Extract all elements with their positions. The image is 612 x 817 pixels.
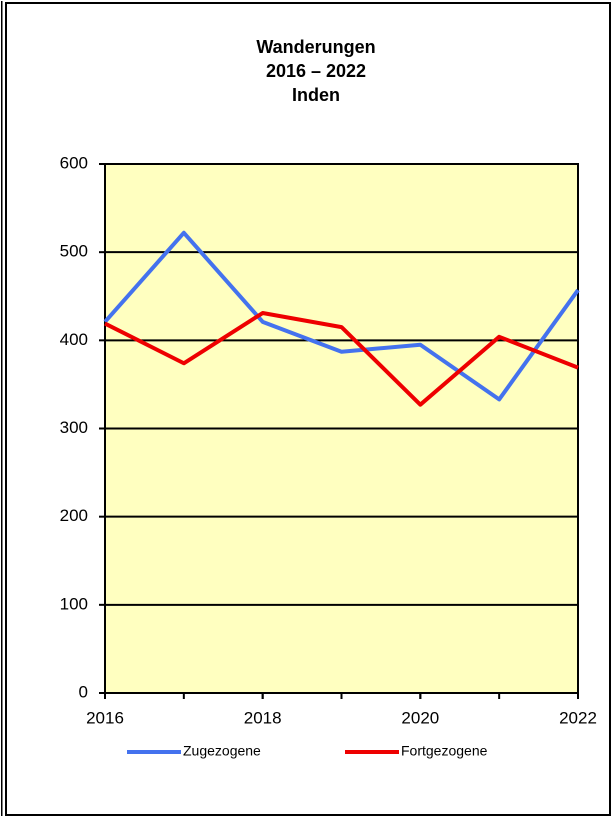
legend-label: Zugezogene (183, 743, 261, 759)
y-tick-label: 300 (60, 418, 88, 437)
x-tick-label: 2022 (559, 708, 597, 727)
y-tick-label: 600 (60, 153, 88, 172)
frame-edge (1, 1, 3, 816)
chart-title: Wanderungen (256, 37, 375, 57)
x-tick-label: 2020 (401, 708, 439, 727)
chart-title: 2016 – 2022 (266, 61, 366, 81)
y-tick-label: 0 (79, 682, 88, 701)
series-line (104, 311, 579, 407)
frame (5, 2, 611, 816)
y-tick-label: 100 (60, 594, 88, 613)
chart-title: Inden (292, 85, 340, 105)
y-tick-label: 400 (60, 330, 88, 349)
x-tick-label: 2018 (244, 708, 282, 727)
legend-label: Fortgezogene (401, 743, 488, 759)
plot-border (104, 163, 579, 694)
y-tick-label: 500 (60, 242, 88, 261)
y-tick-label: 200 (60, 506, 88, 525)
x-tick-label: 2016 (86, 708, 124, 727)
series-line (103, 230, 580, 402)
